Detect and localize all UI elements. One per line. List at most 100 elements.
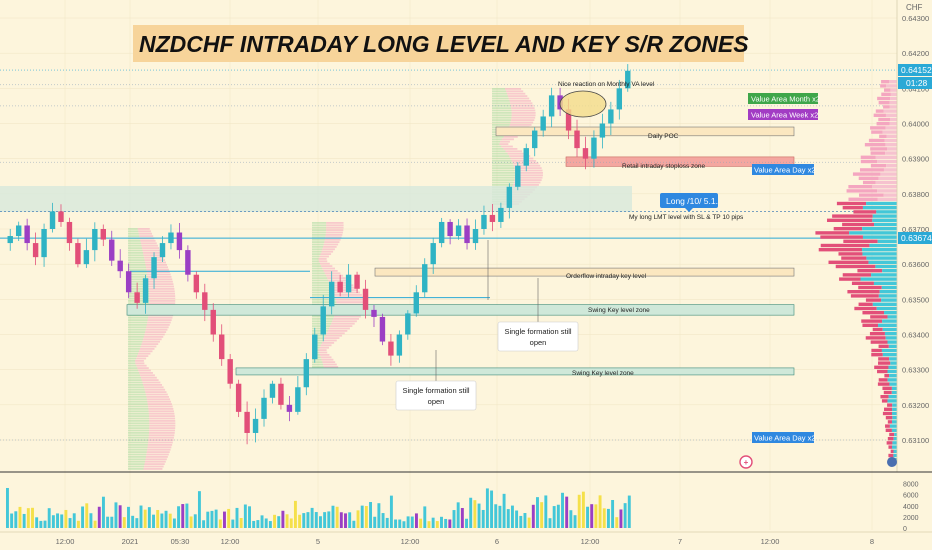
long-entry-label[interactable]: Long /10/ 5.1. — [660, 193, 718, 212]
profile-bar-green — [128, 446, 148, 449]
profile-bar-pink — [149, 290, 175, 293]
profile-bar-green — [128, 374, 141, 377]
profile-bar-green — [492, 119, 512, 121]
profile-bar-green — [128, 343, 142, 345]
volume-bar — [293, 500, 297, 528]
price-tick-label: 0.64300 — [902, 14, 929, 23]
profile-bar-pink — [139, 350, 153, 353]
value-area-month-label[interactable]: Value Area Month x2 — [748, 93, 820, 104]
profile-bar-pink — [138, 369, 151, 372]
right-profile-blue — [878, 323, 897, 327]
profile-bar-green — [312, 277, 328, 279]
right-profile-pink — [853, 210, 877, 214]
flag-icon[interactable] — [887, 457, 897, 467]
right-profile-pink — [828, 260, 869, 264]
price-tick-label: 0.64000 — [902, 120, 929, 129]
volume-tick-label: 0 — [903, 526, 907, 533]
profile-bar-pink — [149, 427, 176, 429]
volume-bar — [611, 499, 615, 528]
profile-bar-pink — [508, 97, 530, 100]
right-profile-blue — [891, 420, 897, 424]
profile-bar-pink — [323, 270, 338, 272]
profile-bar-green — [128, 252, 144, 254]
right-profile-blue — [879, 290, 897, 294]
right-profile-blue — [862, 252, 897, 256]
price-axis[interactable]: 0.643000.642000.641000.640000.639000.638… — [896, 0, 929, 472]
candle-body — [354, 274, 360, 289]
volume-bar — [419, 518, 423, 528]
profile-bar-pink — [148, 436, 174, 439]
profile-bar-pink — [149, 292, 176, 295]
alert-icon[interactable] — [739, 455, 753, 469]
profile-bar-pink — [146, 398, 171, 401]
right-profile-pink — [873, 113, 886, 117]
profile-bar-pink — [145, 391, 167, 393]
candle-body — [227, 359, 233, 384]
volume-bar — [456, 502, 460, 528]
profile-bar-pink — [332, 289, 358, 291]
right-profile-pink — [881, 399, 888, 403]
price-tick-label: 0.63900 — [902, 155, 929, 164]
candle-body — [235, 383, 242, 412]
profile-bar-pink — [325, 231, 343, 234]
volume-bar — [402, 521, 406, 528]
volume-tick-label: 4000 — [903, 504, 919, 511]
profile-bar-green — [492, 167, 515, 169]
candle-body — [269, 383, 276, 398]
right-profile-pink — [871, 130, 883, 134]
volume-bar — [377, 503, 381, 528]
profile-bar-green — [128, 364, 137, 367]
candle-body — [134, 292, 140, 303]
profile-bar-green — [128, 345, 141, 348]
profile-bar-green — [128, 271, 147, 273]
profile-bar-green — [492, 138, 502, 141]
profile-bar-pink — [147, 278, 173, 281]
profile-bar-green — [312, 236, 326, 239]
profile-bar-pink — [148, 441, 173, 444]
svg-text:Single formation still: Single formation still — [504, 327, 571, 336]
right-profile-blue — [892, 407, 897, 411]
value-area-day-label-lower[interactable]: Value Area Day x2 — [752, 432, 816, 443]
profile-bar-pink — [149, 300, 176, 302]
right-profile-blue — [886, 84, 897, 88]
price-tick-label: 0.63300 — [902, 366, 929, 375]
time-tick-label: 5 — [316, 537, 320, 546]
right-profile-blue — [881, 298, 897, 302]
profile-bar-pink — [149, 429, 176, 432]
right-profile-pink — [864, 143, 886, 147]
profile-bar-pink — [147, 403, 172, 405]
candle-body — [83, 250, 90, 265]
profile-bar-green — [492, 184, 514, 186]
volume-bar — [164, 510, 168, 528]
profile-bar-green — [312, 272, 325, 275]
profile-bar-pink — [149, 297, 176, 300]
profile-bar-green — [312, 337, 325, 339]
time-axis[interactable]: 12:00 2021 05:30 12:00 5 12:00 6 12:00 7 12:00 8 — [0, 531, 932, 546]
profile-bar-pink — [331, 286, 356, 289]
value-area-week-label[interactable]: Value Area Week x2 — [748, 109, 818, 120]
volume-bar — [131, 515, 135, 528]
candle-body — [396, 334, 403, 356]
right-profile-blue — [872, 302, 897, 306]
profile-bar-green — [492, 140, 501, 143]
candle-body — [219, 334, 225, 360]
right-profile-blue — [885, 113, 897, 117]
right-profile-blue — [872, 214, 897, 218]
profile-bar-pink — [148, 280, 173, 283]
profile-bar-green — [492, 179, 515, 181]
profile-bar-green — [128, 427, 150, 429]
volume-bar — [477, 503, 481, 528]
profile-bar-green — [128, 453, 147, 456]
volume-bar — [523, 513, 527, 528]
profile-bar-green — [492, 169, 515, 172]
profile-bar-green — [128, 360, 136, 362]
value-area-day-label[interactable]: Value Area Day x2 — [752, 164, 816, 175]
profile-bar-pink — [327, 330, 348, 332]
profile-bar-pink — [145, 460, 166, 463]
right-profile-blue — [887, 378, 897, 382]
volume-bar — [606, 508, 610, 528]
right-profile-blue — [862, 235, 897, 239]
profile-bar-green — [492, 95, 508, 97]
volume-bar — [594, 504, 598, 528]
